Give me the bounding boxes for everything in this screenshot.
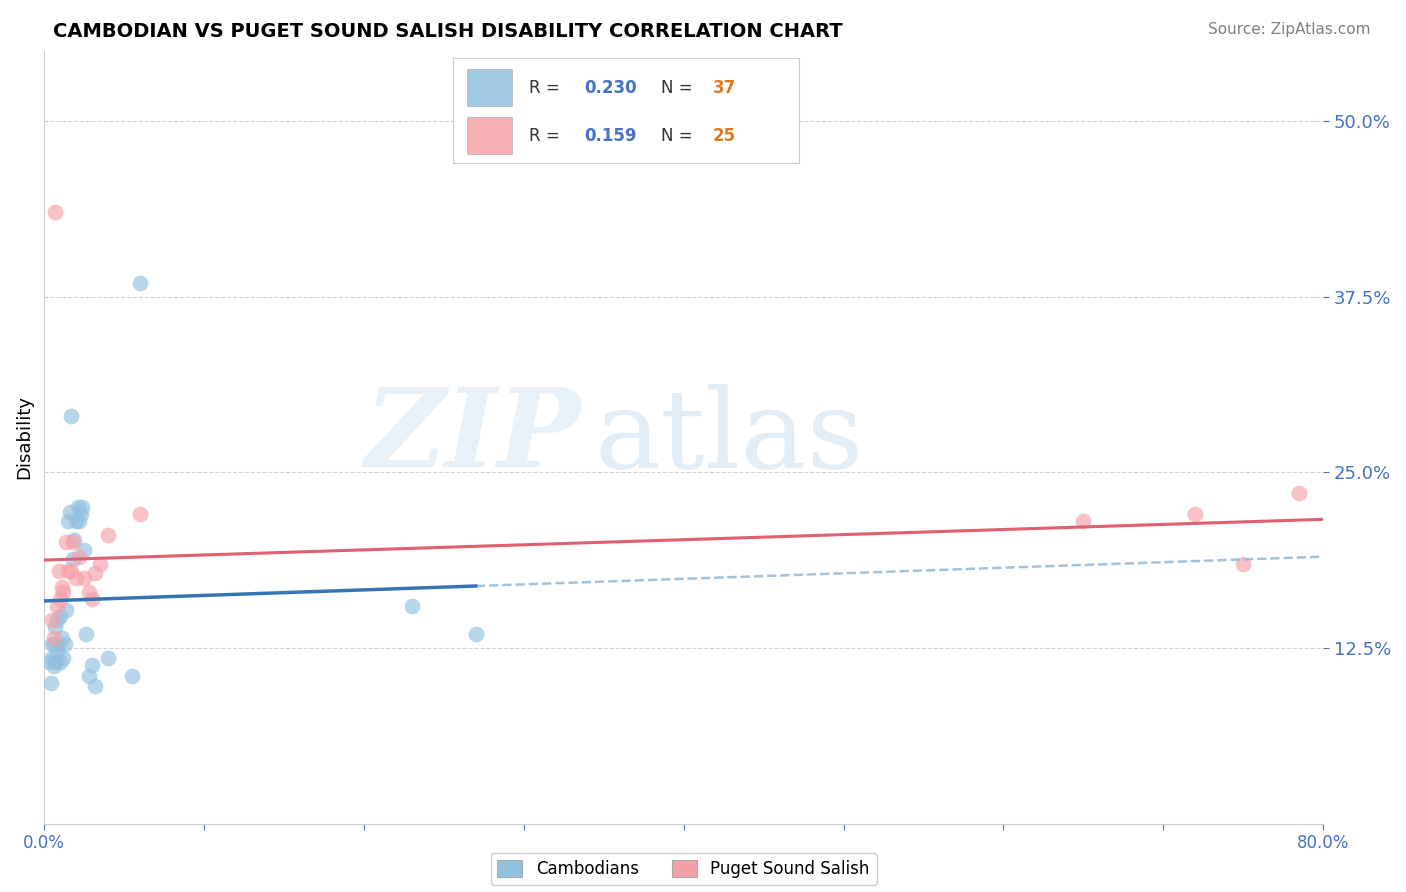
Point — [77, 669, 100, 683]
Point — [38, 655, 60, 669]
Point — [44, 205, 66, 219]
Point — [49, 655, 72, 669]
Point — [65, 571, 87, 585]
Point — [67, 549, 90, 564]
Point — [73, 542, 96, 557]
Point — [41, 637, 63, 651]
Point — [72, 500, 94, 515]
Point — [42, 659, 65, 673]
Point — [121, 669, 143, 683]
Point — [45, 599, 67, 613]
Point — [62, 535, 84, 549]
Legend: Cambodians, Puget Sound Salish: Cambodians, Puget Sound Salish — [491, 854, 876, 885]
Point — [77, 584, 100, 599]
Point — [42, 637, 65, 651]
Point — [42, 631, 65, 645]
Point — [84, 679, 107, 693]
Point — [129, 508, 152, 522]
Point — [49, 608, 72, 623]
Point — [73, 571, 96, 585]
Point — [66, 500, 89, 515]
Point — [44, 655, 66, 669]
Point — [1073, 515, 1095, 529]
Point — [1184, 508, 1206, 522]
Point — [45, 613, 67, 627]
Point — [44, 620, 66, 634]
Point — [51, 581, 73, 595]
Point — [84, 566, 107, 581]
Point — [62, 552, 84, 566]
Point — [48, 637, 70, 651]
Point — [41, 650, 63, 665]
Text: Source: ZipAtlas.com: Source: ZipAtlas.com — [1208, 22, 1371, 37]
Point — [129, 276, 152, 290]
Point — [97, 528, 120, 542]
Point — [89, 557, 111, 571]
Point — [63, 533, 86, 547]
Text: CAMBODIAN VS PUGET SOUND SALISH DISABILITY CORRELATION CHART: CAMBODIAN VS PUGET SOUND SALISH DISABILI… — [53, 22, 844, 41]
Point — [97, 650, 120, 665]
Text: ZIP: ZIP — [364, 384, 581, 491]
Point — [41, 613, 63, 627]
Point — [1232, 557, 1254, 571]
Point — [80, 591, 103, 606]
Point — [53, 637, 76, 651]
Text: atlas: atlas — [595, 384, 863, 491]
Point — [45, 645, 67, 659]
Point — [52, 584, 75, 599]
Point — [65, 515, 87, 529]
Point — [59, 505, 82, 519]
Point — [70, 508, 93, 522]
Point — [56, 515, 79, 529]
Point — [80, 657, 103, 672]
Point — [55, 535, 77, 549]
Point — [49, 591, 72, 606]
Point — [60, 409, 83, 423]
Point — [48, 564, 70, 578]
Point — [75, 627, 97, 641]
Point — [401, 599, 423, 613]
Point — [67, 515, 90, 529]
Point — [1288, 486, 1310, 500]
Point — [39, 676, 62, 690]
Point — [55, 603, 77, 617]
Point — [56, 564, 79, 578]
Point — [52, 650, 75, 665]
Point — [51, 631, 73, 645]
Point — [464, 627, 486, 641]
Y-axis label: Disability: Disability — [15, 395, 32, 479]
Point — [60, 564, 83, 578]
